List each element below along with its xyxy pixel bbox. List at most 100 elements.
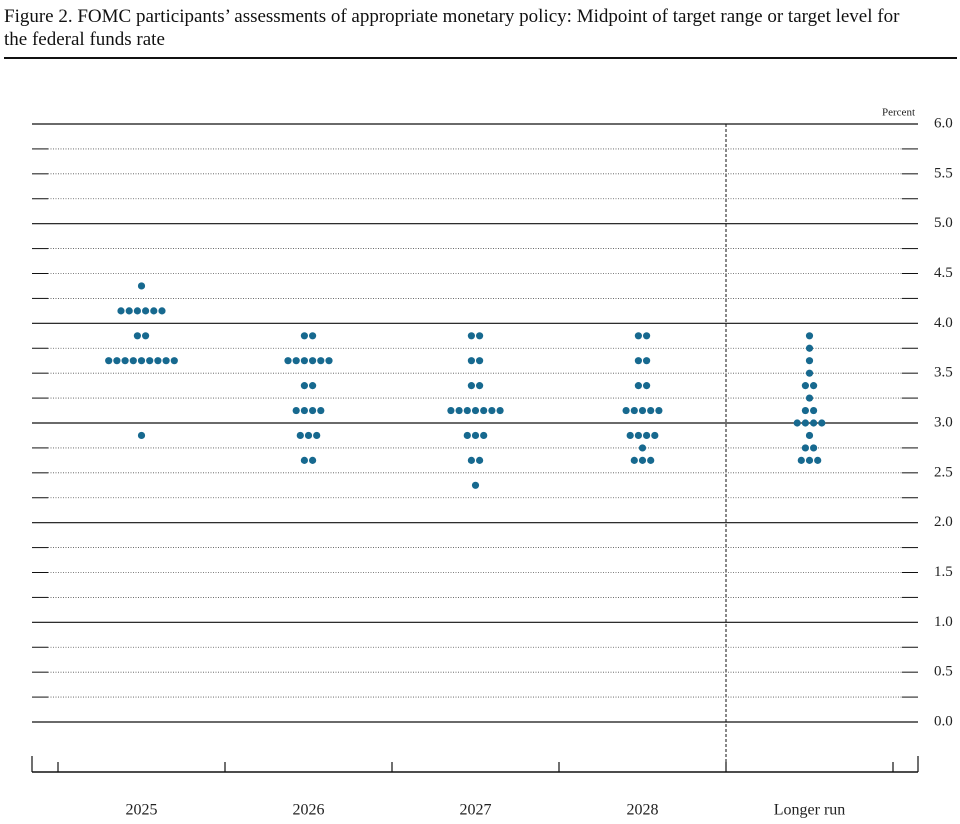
y-tick-label: 2.0: [934, 514, 953, 530]
dot: [463, 406, 471, 415]
dot: [630, 406, 638, 415]
dot: [447, 406, 455, 415]
y-tick-label: 3.5: [934, 365, 953, 381]
x-tick-label: 2026: [293, 802, 325, 819]
dot: [818, 419, 826, 427]
dot: [325, 357, 333, 365]
dot: [476, 357, 484, 365]
dot: [805, 369, 814, 377]
dot: [154, 357, 162, 365]
dot: [810, 419, 818, 427]
dot: [129, 357, 137, 365]
dot: [284, 357, 292, 365]
dot: [300, 332, 308, 340]
dot: [467, 332, 475, 340]
dot: [467, 357, 475, 365]
dot: [292, 406, 300, 415]
dot: [630, 456, 638, 464]
dot: [634, 431, 643, 440]
dot: [133, 332, 141, 340]
chart-title: Figure 2. FOMC participants’ assessments…: [4, 6, 900, 50]
dot: [805, 431, 814, 440]
dot: [643, 431, 651, 440]
dot: [137, 431, 146, 440]
dot: [117, 307, 125, 315]
dot: [309, 332, 317, 340]
dot: [805, 394, 814, 402]
dot: [496, 406, 504, 415]
title-rule: [4, 57, 957, 59]
y-tick-label: 0.0: [934, 713, 953, 729]
y-tick-label: 0.5: [934, 664, 953, 680]
dot: [622, 406, 630, 415]
dot: [643, 382, 651, 390]
y-tick-label: 1.0: [934, 614, 953, 630]
dot: [170, 357, 178, 365]
dot: [137, 282, 146, 290]
dot: [162, 357, 170, 365]
dot: [638, 456, 647, 464]
dot: [634, 382, 643, 390]
y-tick-label: 6.0: [934, 115, 953, 131]
dot: [300, 406, 308, 415]
dot: [317, 406, 325, 415]
dot: [467, 456, 475, 464]
dot: [638, 444, 647, 452]
dot: [137, 357, 146, 365]
dot: [300, 382, 308, 390]
dot: [480, 406, 488, 415]
dot: [309, 382, 317, 390]
x-tick-label: 2028: [627, 802, 659, 819]
dot: [121, 357, 129, 365]
dot: [647, 456, 655, 464]
dot: [158, 307, 166, 315]
dot: [801, 419, 810, 427]
dot: [313, 431, 321, 440]
dot: [801, 444, 810, 452]
dot: [467, 382, 475, 390]
dot: [309, 456, 317, 464]
dot: [793, 419, 801, 427]
y-tick-label: 4.5: [934, 265, 953, 281]
dot: [304, 431, 313, 440]
dot: [638, 406, 647, 415]
dot: [814, 456, 822, 464]
dot: [647, 406, 655, 415]
dot: [142, 332, 150, 340]
dot: [643, 357, 651, 365]
dot: [471, 481, 480, 489]
dot: [626, 431, 634, 440]
dot: [317, 357, 325, 365]
dot: [150, 307, 158, 315]
dot: [634, 332, 643, 340]
y-tick-label: 4.0: [934, 315, 953, 331]
dot: [113, 357, 121, 365]
dot: [801, 406, 810, 415]
y-tick-label: 5.0: [934, 215, 953, 231]
dot: [471, 431, 480, 440]
dot: [805, 357, 814, 365]
dot: [810, 406, 818, 415]
dot: [634, 357, 643, 365]
dot: [463, 431, 471, 440]
x-tick-label: 2025: [126, 802, 158, 819]
dot: [125, 307, 133, 315]
dot: [146, 357, 154, 365]
unit-label: Percent: [882, 107, 915, 119]
dot: [480, 431, 488, 440]
dot: [651, 431, 659, 440]
y-tick-label: 3.0: [934, 414, 953, 430]
dot: [142, 307, 150, 315]
dot: [810, 444, 818, 452]
dot: [292, 357, 300, 365]
dot: [455, 406, 463, 415]
dot: [309, 406, 317, 415]
dot: [805, 332, 814, 340]
dot: [801, 382, 810, 390]
dot: [133, 307, 141, 315]
dot: [296, 431, 304, 440]
dot: [476, 332, 484, 340]
dot: [300, 357, 308, 365]
dot: [105, 357, 113, 365]
